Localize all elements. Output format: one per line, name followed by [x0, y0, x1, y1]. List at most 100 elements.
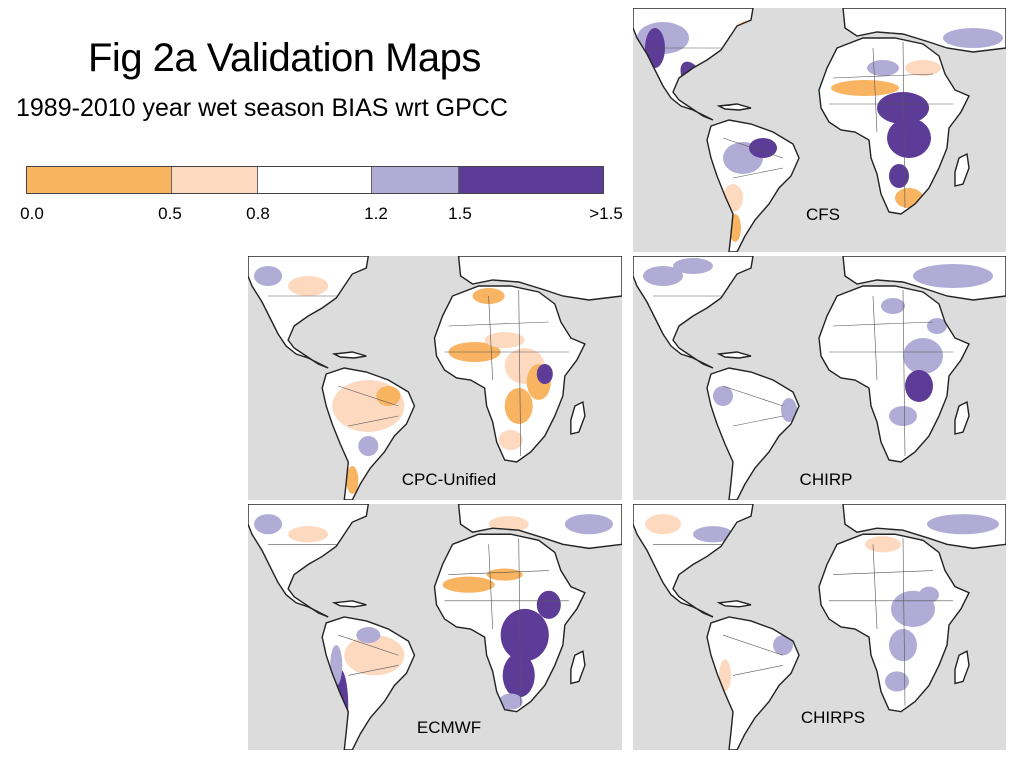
- coastline-africa: [818, 285, 970, 463]
- country-border: [448, 321, 549, 327]
- land-madagascar: [570, 402, 585, 434]
- bias-region: [729, 649, 777, 682]
- country-border: [722, 634, 784, 656]
- coastline-caribbean: [716, 351, 752, 359]
- country-border: [732, 665, 784, 676]
- bias-region: [943, 28, 1003, 48]
- coastline-africa: [433, 285, 586, 463]
- legend-tick-label: 1.5: [448, 204, 472, 223]
- bias-region: [254, 266, 283, 286]
- bias-region: [643, 266, 683, 286]
- country-border: [872, 47, 878, 133]
- legend-class-1.2-1.5: [371, 167, 459, 193]
- bias-region: [889, 406, 917, 426]
- coastline-southAmerica: [706, 119, 800, 252]
- map-label: CFS: [806, 205, 840, 224]
- bias-region: [919, 586, 939, 603]
- land-africa: [819, 534, 969, 712]
- map-label: CHIRP: [799, 470, 853, 489]
- bias-region: [693, 526, 733, 543]
- map-label: CPC-Unified: [401, 470, 497, 489]
- coastline-madagascar: [954, 400, 970, 435]
- country-border: [722, 385, 784, 407]
- map-chirp: [633, 256, 1006, 500]
- bias-region: [504, 388, 533, 424]
- bias-region: [344, 635, 405, 676]
- map-panel-chirp: [633, 256, 1006, 500]
- country-border: [832, 73, 934, 79]
- bias-region: [336, 308, 361, 324]
- bias-region: [442, 576, 495, 593]
- country-border: [832, 570, 934, 575]
- legend-class-over-1.5: [458, 167, 604, 193]
- coastline-northAmerica: [633, 504, 754, 618]
- country-border: [338, 634, 399, 656]
- bias-patches: [643, 258, 993, 442]
- bias-region: [376, 386, 401, 406]
- country-border: [732, 167, 784, 179]
- coastline-caribbean: [331, 351, 367, 359]
- country-border: [338, 385, 399, 407]
- country-border: [518, 538, 522, 706]
- coastline-madagascar: [954, 650, 970, 685]
- country-border: [448, 570, 549, 575]
- bias-region: [346, 466, 359, 494]
- bias-patches: [645, 514, 999, 692]
- coastline-southAmerica: [706, 616, 800, 750]
- coastline-africa: [818, 533, 970, 713]
- bias-region: [254, 514, 283, 535]
- map-cfs: [633, 8, 1006, 252]
- bias-region: [881, 298, 905, 314]
- country-border: [348, 415, 399, 427]
- land-europe: [458, 256, 622, 300]
- bias-region: [887, 118, 931, 158]
- bias-region: [498, 693, 523, 710]
- coastline-madagascar: [570, 400, 586, 435]
- map-label: ECMWF: [416, 718, 482, 737]
- coastline-northAmerica: [633, 256, 754, 369]
- map-panel-cpc-unified: [248, 256, 622, 500]
- page-subtitle: 1989-2010 year wet season BIAS wrt GPCC: [16, 94, 508, 122]
- land-madagascar: [955, 651, 969, 684]
- bias-region: [484, 332, 525, 348]
- land-northAmerica: [248, 504, 369, 617]
- bias-region: [913, 264, 993, 288]
- land-madagascar: [955, 154, 969, 186]
- coastline-europe: [842, 256, 1006, 301]
- bias-region: [867, 60, 899, 76]
- coastline-africa: [818, 37, 970, 215]
- bias-region: [498, 430, 523, 450]
- coastline-southAmerica: [321, 367, 416, 500]
- coastline-madagascar: [954, 152, 970, 187]
- map-panel-cfs: [633, 8, 1006, 252]
- coastline-africa: [433, 533, 586, 713]
- coastline-europe: [842, 504, 1006, 550]
- country-border: [488, 544, 493, 630]
- land-northAmerica: [248, 256, 369, 368]
- coastline-northAmerica: [248, 256, 370, 369]
- coastline-southAmerica: [321, 616, 416, 750]
- bias-region: [889, 629, 917, 662]
- bias-region: [486, 568, 523, 581]
- bias-region: [831, 80, 899, 96]
- bias-region: [905, 370, 933, 402]
- land-madagascar: [955, 402, 969, 434]
- bias-region: [781, 398, 797, 422]
- country-border: [872, 295, 878, 381]
- bias-region: [356, 627, 381, 644]
- bias-region: [903, 338, 943, 374]
- bias-region: [288, 526, 329, 543]
- coastline-southAmerica: [706, 367, 800, 500]
- bias-region: [645, 514, 681, 535]
- country-border: [902, 289, 906, 457]
- coastline-caribbean: [716, 600, 752, 608]
- bias-region: [564, 514, 613, 535]
- country-border: [488, 295, 493, 381]
- legend-tick-label: 0.8: [246, 204, 270, 223]
- bias-region: [927, 514, 999, 535]
- coastline-northAmerica: [248, 504, 370, 618]
- bias-region: [731, 410, 775, 442]
- legend-tick-label: 0.5: [158, 204, 182, 223]
- coastline-europe: [457, 504, 622, 550]
- bias-region: [500, 608, 549, 662]
